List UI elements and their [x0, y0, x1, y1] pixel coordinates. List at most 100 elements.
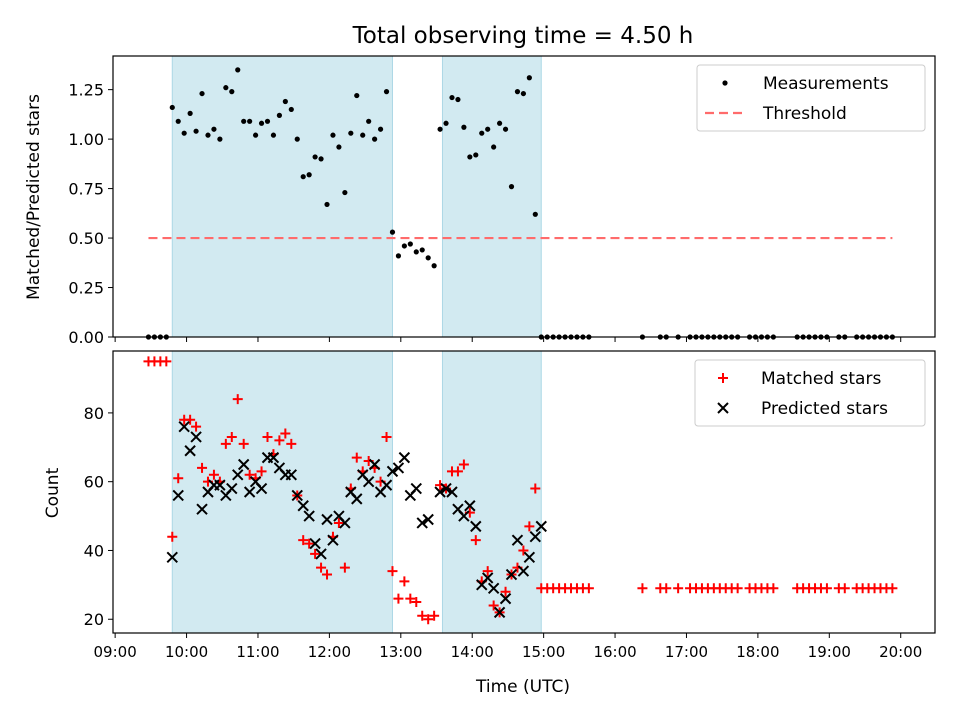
figure-title: Total observing time = 4.50 h — [352, 23, 694, 49]
predicted-stars-point — [226, 482, 238, 495]
x-tick-label: 19:00 — [808, 643, 851, 661]
matched-stars-point — [452, 466, 463, 477]
measurements-point — [324, 201, 330, 208]
measurements-point — [175, 118, 181, 124]
predicted-stars-point — [511, 534, 524, 546]
measurements-point — [252, 132, 259, 138]
predicted-stars-point — [178, 420, 190, 433]
bottom-y-tick-label: 40 — [84, 541, 104, 560]
measurements-point — [372, 136, 378, 142]
x-tick-label: 20:00 — [879, 643, 922, 661]
matched-stars-point — [256, 466, 267, 477]
measurements-point — [294, 136, 300, 142]
matched-stars-point — [322, 569, 333, 580]
measurements-point — [366, 118, 372, 124]
matched-stars-point — [351, 452, 362, 463]
matched-stars-point — [161, 356, 172, 367]
predicted-stars-point — [315, 548, 327, 560]
matched-stars-point — [821, 583, 832, 594]
measurements-point — [342, 189, 348, 196]
matched-stars-point — [232, 394, 243, 405]
measurements-point — [520, 90, 527, 97]
matched-stars-point — [887, 583, 898, 594]
predicted-stars-point — [285, 469, 298, 481]
bottom-y-axis-label: Count — [43, 467, 63, 518]
measurements-point — [491, 144, 497, 150]
measurements-point — [360, 132, 366, 138]
measurements-point — [419, 247, 425, 253]
predicted-stars-point — [422, 513, 434, 526]
predicted-stars-point — [505, 568, 518, 581]
matched-stars-point — [768, 583, 779, 594]
bottom-x-axis-label: Time (UTC) — [475, 677, 570, 697]
measurements-point — [229, 89, 235, 95]
matched-stars-point — [411, 597, 422, 608]
measurements-point — [508, 184, 515, 190]
measurements-point — [199, 90, 205, 97]
top-axis-ticks: 0.00 0.25 0.50 0.75 1.00 1.25 — [68, 81, 902, 347]
matched-stars-point — [399, 576, 410, 587]
predicted-stars-point — [470, 520, 482, 533]
predicted-stars-point — [398, 451, 411, 464]
x-tick-label: 09:00 — [94, 643, 137, 661]
measurements-point — [270, 132, 277, 138]
measurements-point — [479, 130, 485, 136]
measurements-point — [395, 253, 402, 259]
measurements-point — [241, 118, 247, 124]
predicted-stars-point — [523, 551, 536, 564]
measurements-point — [383, 89, 390, 95]
measurements-point — [235, 67, 241, 73]
predicted-stars-point — [303, 510, 315, 522]
predicted-stars-point — [517, 565, 530, 577]
matched-stars-point — [220, 438, 231, 449]
measurements-point — [300, 174, 306, 180]
measurements-point — [205, 132, 211, 138]
bottom-axes-frame — [112, 350, 936, 634]
matched-stars-point — [238, 438, 249, 449]
top-y-tick-label: 1.00 — [68, 130, 104, 149]
measurements-point — [306, 172, 312, 178]
predicted-stars-point — [416, 517, 428, 529]
measurements-point — [455, 96, 461, 103]
measurements-point — [288, 106, 294, 113]
matched-stars-point — [458, 459, 469, 470]
predicted-stars-point — [481, 572, 494, 584]
matched-stars-point — [173, 473, 184, 484]
top-panel: 0.00 0.25 0.50 0.75 1.00 1.25 Matched/Predict… — [24, 55, 936, 347]
x-tick-label: 11:00 — [236, 643, 279, 661]
top-y-tick-label: 0.00 — [68, 328, 104, 347]
measurements-point — [264, 118, 271, 124]
top-y-tick-label: 0.50 — [68, 229, 104, 248]
matched-stars-point — [387, 566, 398, 577]
predicted-stars-point — [529, 530, 542, 543]
matched-stars-point — [732, 583, 743, 594]
measurements-point — [496, 120, 503, 126]
predicted-stars-point — [362, 475, 375, 488]
predicted-stars-point — [351, 493, 363, 505]
x-tick-label: 12:00 — [308, 643, 351, 661]
top-y-tick-label: 0.25 — [68, 279, 104, 298]
predicted-stars-point — [166, 551, 178, 564]
measurements-point — [348, 130, 354, 136]
matched-stars-point — [637, 583, 648, 594]
predicted-stars-point — [243, 486, 256, 498]
matched-stars-point — [423, 614, 434, 625]
predicted-stars-point — [267, 451, 280, 464]
measurements-point — [211, 126, 217, 132]
predicted-stars-point — [386, 465, 399, 478]
top-y-tick-label: 0.75 — [68, 180, 104, 199]
matched-stars-point — [310, 548, 321, 559]
measurements-point — [336, 144, 342, 150]
predicted-stars-point — [291, 489, 303, 502]
measurements-point — [389, 229, 396, 235]
predicted-stars-point — [172, 489, 184, 502]
top-axes-frame — [112, 55, 936, 338]
matched-stars-point — [488, 600, 499, 611]
predicted-stars-point — [339, 517, 351, 529]
x-tick-label: 17:00 — [665, 643, 708, 661]
bottom-y-tick-label: 80 — [84, 404, 104, 423]
matched-stars-point — [274, 435, 285, 446]
measurements-point — [467, 154, 473, 160]
bottom-axis-ticks: 09:00 10:00 11:00 12:00 13:00 14:00 15:00 16:00… — [84, 404, 923, 661]
measurements-point — [532, 211, 538, 217]
